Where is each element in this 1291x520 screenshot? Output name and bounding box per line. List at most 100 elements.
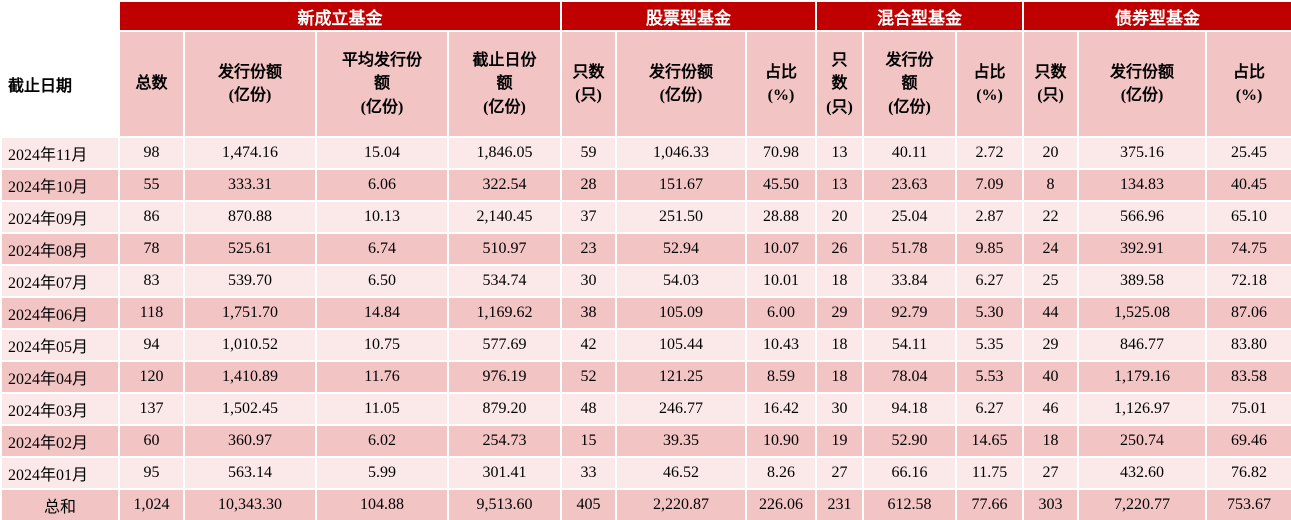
data-cell: 753.67 bbox=[1205, 488, 1291, 520]
data-cell: 48 bbox=[560, 392, 617, 426]
data-cell: 18 bbox=[815, 264, 865, 298]
column-header-issued-shares: 发行份额 (亿份) bbox=[183, 30, 317, 138]
data-cell: 5.35 bbox=[955, 328, 1025, 362]
data-cell: 1,169.62 bbox=[447, 296, 562, 330]
data-cell: 23.63 bbox=[862, 168, 958, 202]
data-cell: 5.99 bbox=[315, 456, 449, 490]
data-cell: 42 bbox=[560, 328, 617, 362]
data-cell: 11.05 bbox=[315, 392, 449, 426]
data-cell: 118 bbox=[118, 296, 185, 330]
data-cell: 94 bbox=[118, 328, 185, 362]
data-cell: 52 bbox=[560, 360, 617, 394]
data-cell: 1,179.16 bbox=[1077, 360, 1208, 394]
data-cell: 78.04 bbox=[862, 360, 958, 394]
data-cell: 389.58 bbox=[1077, 264, 1208, 298]
data-cell: 120 bbox=[118, 360, 185, 394]
column-header-hybrid-issued-shares: 发行份 额 (亿份) bbox=[862, 30, 958, 138]
data-cell: 231 bbox=[815, 488, 865, 520]
data-cell: 121.25 bbox=[615, 360, 747, 394]
data-cell: 83 bbox=[118, 264, 185, 298]
data-cell: 25.04 bbox=[862, 200, 958, 234]
data-cell: 8.59 bbox=[744, 360, 818, 394]
column-header-shares-at-cutoff: 截止日份 额 (亿份) bbox=[447, 30, 562, 138]
data-cell: 22 bbox=[1022, 200, 1080, 234]
data-cell: 1,751.70 bbox=[183, 296, 317, 330]
data-cell: 6.06 bbox=[315, 168, 449, 202]
data-cell: 18 bbox=[1022, 424, 1080, 458]
data-cell: 1,502.45 bbox=[183, 392, 317, 426]
data-cell: 303 bbox=[1022, 488, 1080, 520]
data-cell: 13 bbox=[815, 136, 865, 170]
data-cell: 6.74 bbox=[315, 232, 449, 266]
date-cell: 2024年07月 bbox=[0, 264, 120, 298]
data-cell: 18 bbox=[815, 328, 865, 362]
column-header-total-count: 总数 bbox=[118, 30, 185, 138]
data-cell: 5.30 bbox=[955, 296, 1025, 330]
data-cell: 612.58 bbox=[862, 488, 958, 520]
data-cell: 19 bbox=[815, 424, 865, 458]
data-cell: 151.67 bbox=[615, 168, 747, 202]
data-cell: 27 bbox=[1022, 456, 1080, 490]
data-cell: 37 bbox=[560, 200, 617, 234]
column-header-bond-issued-shares: 发行份额 (亿份) bbox=[1077, 30, 1208, 138]
data-cell: 534.74 bbox=[447, 264, 562, 298]
data-cell: 1,126.97 bbox=[1077, 392, 1208, 426]
data-cell: 77.66 bbox=[955, 488, 1025, 520]
data-cell: 11.76 bbox=[315, 360, 449, 394]
data-cell: 105.44 bbox=[615, 328, 747, 362]
data-cell: 15.04 bbox=[315, 136, 449, 170]
data-cell: 9.85 bbox=[955, 232, 1025, 266]
data-cell: 405 bbox=[560, 488, 617, 520]
column-header-hybrid-count: 只 数 (只) bbox=[815, 30, 865, 138]
table-body: 2024年11月 98 1,474.16 15.04 1,846.05 59 1,046.3… bbox=[0, 136, 1291, 520]
data-cell: 6.02 bbox=[315, 424, 449, 458]
column-header-equity-count: 只数 (只) bbox=[560, 30, 617, 138]
data-cell: 16.42 bbox=[744, 392, 818, 426]
data-cell: 375.16 bbox=[1077, 136, 1208, 170]
date-cell: 2024年11月 bbox=[0, 136, 120, 170]
data-cell: 40.45 bbox=[1205, 168, 1291, 202]
data-cell: 539.70 bbox=[183, 264, 317, 298]
data-cell: 846.77 bbox=[1077, 328, 1208, 362]
data-cell: 83.80 bbox=[1205, 328, 1291, 362]
corner-cell bbox=[0, 0, 120, 32]
data-cell: 20 bbox=[1022, 136, 1080, 170]
data-cell: 54.03 bbox=[615, 264, 747, 298]
data-cell: 563.14 bbox=[183, 456, 317, 490]
data-cell: 432.60 bbox=[1077, 456, 1208, 490]
table-row: 2024年09月 86 870.88 10.13 2,140.45 37 251.50 28.… bbox=[0, 200, 1291, 234]
column-header-equity-share: 占比 (%) bbox=[744, 30, 818, 138]
data-cell: 28.88 bbox=[744, 200, 818, 234]
data-cell: 7,220.77 bbox=[1077, 488, 1208, 520]
data-cell: 10.13 bbox=[315, 200, 449, 234]
data-cell: 59 bbox=[560, 136, 617, 170]
data-cell: 2,220.87 bbox=[615, 488, 747, 520]
data-cell: 69.46 bbox=[1205, 424, 1291, 458]
data-cell: 40.11 bbox=[862, 136, 958, 170]
data-cell: 879.20 bbox=[447, 392, 562, 426]
data-cell: 33.84 bbox=[862, 264, 958, 298]
data-cell: 6.27 bbox=[955, 264, 1025, 298]
data-cell: 577.69 bbox=[447, 328, 562, 362]
date-cell: 2024年09月 bbox=[0, 200, 120, 234]
column-header-bond-count: 只数 (只) bbox=[1022, 30, 1080, 138]
highlighted-total-cell: 1,024 bbox=[118, 488, 185, 520]
data-cell: 83.58 bbox=[1205, 360, 1291, 394]
data-cell: 25 bbox=[1022, 264, 1080, 298]
table-row: 2024年11月 98 1,474.16 15.04 1,846.05 59 1,046.3… bbox=[0, 136, 1291, 170]
date-cell: 2024年04月 bbox=[0, 360, 120, 394]
data-cell: 566.96 bbox=[1077, 200, 1208, 234]
data-cell: 392.91 bbox=[1077, 232, 1208, 266]
data-cell: 29 bbox=[815, 296, 865, 330]
data-cell: 10.75 bbox=[315, 328, 449, 362]
table-row: 2024年05月 94 1,010.52 10.75 577.69 42 105.44 10.… bbox=[0, 328, 1291, 362]
data-cell: 27 bbox=[815, 456, 865, 490]
data-cell: 6.00 bbox=[744, 296, 818, 330]
data-cell: 10.43 bbox=[744, 328, 818, 362]
data-cell: 10.07 bbox=[744, 232, 818, 266]
group-header-hybrid-funds: 混合型基金 bbox=[815, 0, 1025, 32]
data-cell: 86 bbox=[118, 200, 185, 234]
data-cell: 23 bbox=[560, 232, 617, 266]
data-cell: 38 bbox=[560, 296, 617, 330]
